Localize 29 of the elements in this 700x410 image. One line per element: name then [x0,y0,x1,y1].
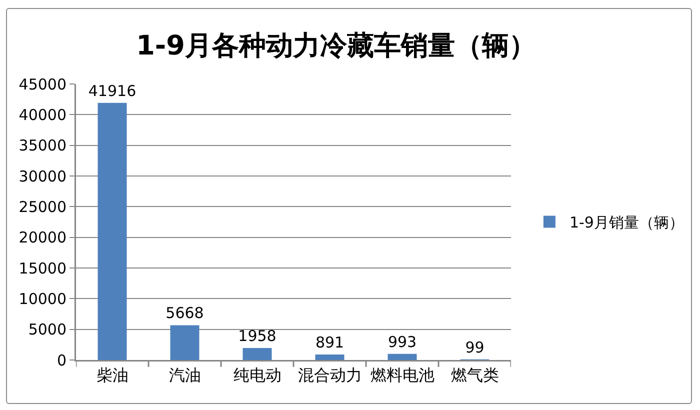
bar [98,102,127,360]
data-label: 891 [315,334,344,352]
x-tick-label: 混合动力 [298,366,362,385]
y-tick-label: 15000 [18,259,66,278]
y-tick-label: 10000 [18,290,66,308]
data-label: 993 [388,332,417,351]
legend-label: 1-9月销量（辆） [569,214,684,232]
x-tick-label: 纯电动 [233,366,282,385]
y-tick-label: 0 [56,351,66,370]
y-tick-label: 35000 [18,136,66,155]
x-tick-label: 燃料电池 [370,366,434,385]
bar [170,325,200,360]
bar [242,348,272,360]
y-tick-label: 20000 [18,228,66,247]
y-tick-label: 5000 [28,320,66,339]
bar [388,354,417,360]
y-tick-label: 30000 [18,167,66,186]
x-tick-label: 柴油 [96,366,128,385]
y-tick-label: 40000 [18,106,66,124]
chart-title: 1-9月各种动力冷藏车销量（辆） [136,30,536,62]
y-tick-label: 25000 [18,198,66,216]
data-label: 99 [465,338,484,356]
x-tick-label: 燃气类 [450,366,499,385]
y-tick-label: 45000 [18,75,66,94]
bar [315,354,344,360]
x-tick-label: 汽油 [168,366,201,385]
data-label: 5668 [166,304,204,322]
data-label: 41916 [88,82,136,100]
data-label: 1958 [238,326,276,345]
